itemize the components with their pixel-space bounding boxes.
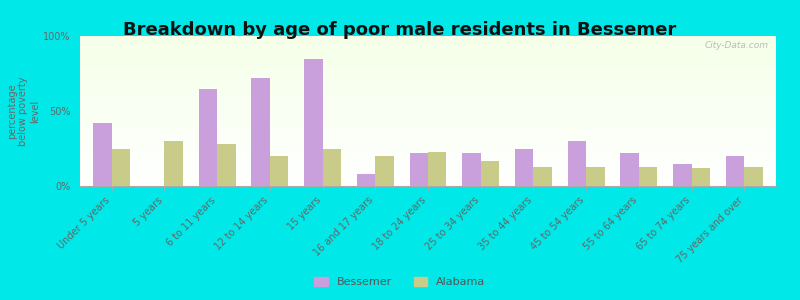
Legend: Bessemer, Alabama: Bessemer, Alabama bbox=[310, 272, 490, 291]
Bar bbox=[428, 152, 446, 186]
Bar bbox=[744, 167, 763, 186]
Bar bbox=[481, 160, 499, 186]
Bar bbox=[322, 148, 341, 186]
Bar bbox=[270, 156, 288, 186]
Bar bbox=[375, 156, 394, 186]
Bar bbox=[673, 164, 692, 186]
Bar bbox=[726, 156, 744, 186]
Bar bbox=[515, 148, 534, 186]
Bar bbox=[198, 88, 217, 186]
Bar bbox=[251, 78, 270, 186]
Bar bbox=[304, 58, 322, 186]
Bar bbox=[534, 167, 552, 186]
Text: Breakdown by age of poor male residents in Bessemer: Breakdown by age of poor male residents … bbox=[123, 21, 677, 39]
Bar bbox=[410, 153, 428, 186]
Bar bbox=[93, 123, 112, 186]
Bar bbox=[217, 144, 235, 186]
Bar bbox=[692, 168, 710, 186]
Bar bbox=[462, 153, 481, 186]
Bar bbox=[639, 167, 658, 186]
Bar bbox=[357, 174, 375, 186]
Bar bbox=[568, 141, 586, 186]
Y-axis label: percentage
below poverty
level: percentage below poverty level bbox=[6, 76, 40, 146]
Bar bbox=[112, 148, 130, 186]
Bar bbox=[164, 141, 183, 186]
Text: City-Data.com: City-Data.com bbox=[705, 40, 769, 50]
Bar bbox=[621, 153, 639, 186]
Bar bbox=[586, 167, 605, 186]
